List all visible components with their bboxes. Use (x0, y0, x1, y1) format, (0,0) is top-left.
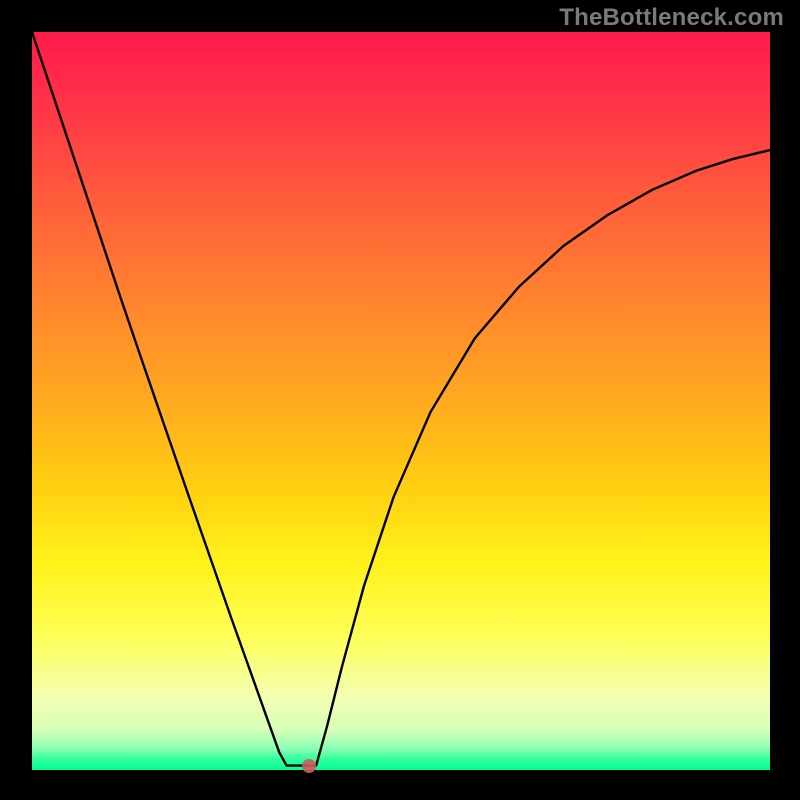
bottleneck-curve (32, 32, 770, 766)
curve-layer (32, 32, 770, 770)
chart-root: TheBottleneck.com (0, 0, 800, 800)
minimum-marker (302, 759, 316, 773)
watermark-text: TheBottleneck.com (559, 4, 784, 32)
plot-area (32, 32, 770, 770)
